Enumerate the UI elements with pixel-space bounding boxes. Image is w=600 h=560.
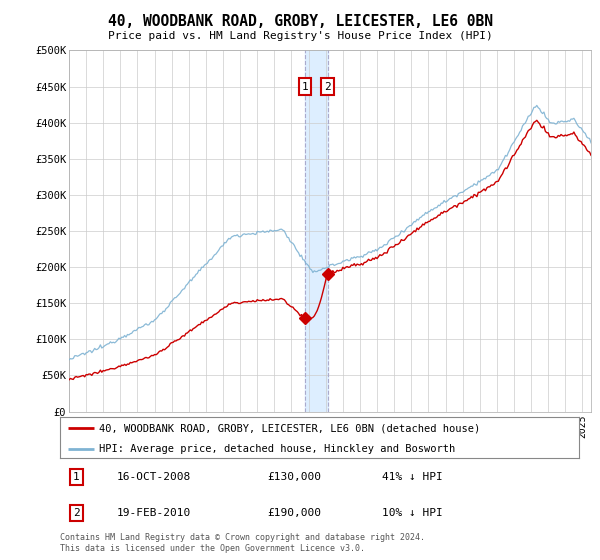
Text: 10% ↓ HPI: 10% ↓ HPI [382,508,443,518]
Text: 1: 1 [73,472,80,482]
Text: 41% ↓ HPI: 41% ↓ HPI [382,472,443,482]
Text: HPI: Average price, detached house, Hinckley and Bosworth: HPI: Average price, detached house, Hinc… [99,444,455,454]
Text: Price paid vs. HM Land Registry's House Price Index (HPI): Price paid vs. HM Land Registry's House … [107,31,493,41]
Text: 19-FEB-2010: 19-FEB-2010 [117,508,191,518]
Text: Contains HM Land Registry data © Crown copyright and database right 2024.
This d: Contains HM Land Registry data © Crown c… [60,533,425,553]
Text: 1: 1 [302,82,308,91]
Text: 2: 2 [73,508,80,518]
Text: £130,000: £130,000 [268,472,322,482]
Bar [305,50,328,412]
Text: 2: 2 [325,82,331,91]
Text: 16-OCT-2008: 16-OCT-2008 [117,472,191,482]
Text: £190,000: £190,000 [268,508,322,518]
Text: 40, WOODBANK ROAD, GROBY, LEICESTER, LE6 0BN (detached house): 40, WOODBANK ROAD, GROBY, LEICESTER, LE6… [99,423,480,433]
Text: 40, WOODBANK ROAD, GROBY, LEICESTER, LE6 0BN: 40, WOODBANK ROAD, GROBY, LEICESTER, LE6… [107,14,493,29]
